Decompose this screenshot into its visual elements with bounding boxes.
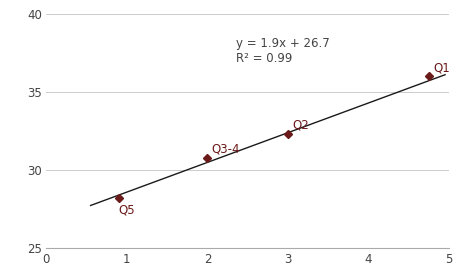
Text: Q1: Q1 [433,61,450,74]
Text: Q2: Q2 [292,119,309,132]
Text: Q5: Q5 [119,203,136,216]
Text: R² = 0.99: R² = 0.99 [236,52,292,65]
Text: Q3-4: Q3-4 [212,142,240,155]
Text: y = 1.9x + 26.7: y = 1.9x + 26.7 [236,37,329,50]
